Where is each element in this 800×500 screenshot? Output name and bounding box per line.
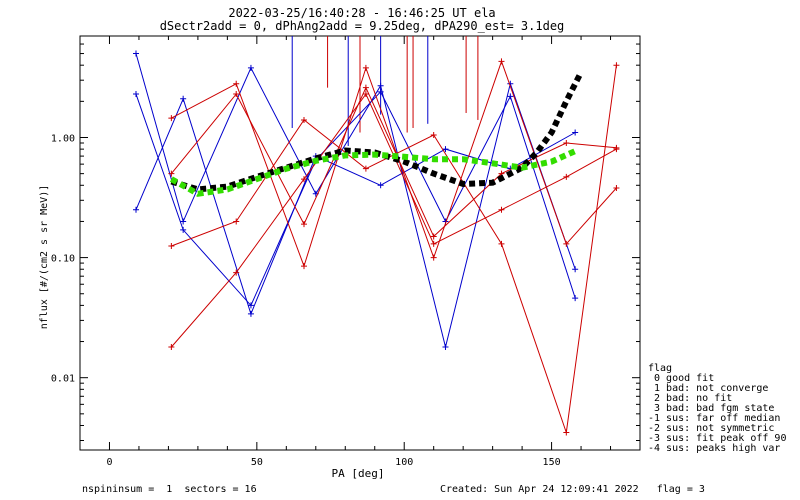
data-point bbox=[442, 344, 449, 351]
data-point bbox=[133, 50, 139, 57]
data-point bbox=[168, 344, 175, 351]
series-line bbox=[171, 86, 617, 238]
data-point bbox=[180, 226, 187, 233]
data-point bbox=[613, 184, 620, 191]
data-point bbox=[563, 429, 570, 436]
data-point bbox=[233, 80, 240, 87]
data-point bbox=[498, 240, 505, 247]
series-line bbox=[171, 65, 617, 433]
data-point bbox=[168, 115, 175, 122]
legend-entry: -4 sus: peaks high var bbox=[648, 443, 781, 454]
data-point bbox=[430, 233, 437, 240]
chart-title: 2022-03-25/16:40:28 - 16:46:25 UT ela bbox=[228, 6, 495, 20]
data-point bbox=[133, 91, 139, 98]
data-point bbox=[563, 139, 570, 146]
data-point bbox=[362, 64, 369, 71]
legend-entry: 0 good fit bbox=[648, 373, 715, 384]
x-tick-label: 100 bbox=[395, 457, 413, 468]
data-point bbox=[563, 173, 570, 180]
data-point bbox=[498, 206, 505, 213]
y-tick-label: 1.00 bbox=[51, 133, 75, 144]
data-point bbox=[133, 206, 139, 213]
data-layer bbox=[133, 36, 620, 436]
data-point bbox=[377, 182, 384, 189]
series-line bbox=[135, 90, 576, 307]
data-point bbox=[233, 269, 240, 276]
series-line bbox=[135, 53, 576, 348]
fit-curve bbox=[169, 148, 577, 197]
x-tick-label: 50 bbox=[251, 457, 263, 468]
data-point bbox=[430, 240, 437, 247]
data-point bbox=[362, 165, 369, 172]
x-tick-label: 150 bbox=[543, 457, 561, 468]
data-point bbox=[362, 84, 369, 91]
data-point bbox=[377, 82, 384, 89]
data-point bbox=[180, 95, 187, 102]
data-point bbox=[430, 131, 437, 138]
data-point bbox=[168, 170, 175, 177]
data-point bbox=[362, 91, 369, 98]
data-point bbox=[613, 144, 620, 151]
data-point bbox=[180, 218, 187, 225]
data-point bbox=[233, 91, 240, 98]
data-point bbox=[572, 129, 579, 136]
data-point bbox=[247, 302, 254, 309]
data-point bbox=[301, 176, 307, 183]
chart-subtitle: dSectr2add = 0, dPhAng2add = 9.25deg, dP… bbox=[160, 19, 565, 33]
y-tick-label: 0.01 bbox=[51, 374, 75, 385]
data-point bbox=[168, 242, 175, 249]
legend-entry: -3 sus: fit peak off 90 bbox=[648, 433, 787, 444]
series-line bbox=[171, 93, 617, 348]
y-tick-label: 0.10 bbox=[51, 254, 75, 265]
data-point bbox=[613, 62, 620, 69]
data-point bbox=[301, 263, 307, 270]
series-line bbox=[171, 59, 617, 268]
data-point bbox=[572, 295, 579, 302]
plot-area: 0 50 100 150 0.01 0.10 1.00 bbox=[51, 35, 641, 468]
data-point bbox=[563, 240, 570, 247]
data-point bbox=[301, 116, 307, 123]
legend-entry: 3 bad: bad fgm state bbox=[648, 403, 775, 414]
data-point bbox=[572, 266, 579, 273]
data-point bbox=[377, 88, 384, 95]
x-tick-label: 0 bbox=[106, 457, 112, 468]
data-point bbox=[430, 254, 437, 261]
footer-left: nspininsum = 1 sectors = 16 bbox=[82, 484, 257, 495]
data-point bbox=[247, 64, 254, 71]
data-point bbox=[301, 221, 307, 228]
legend-entry: -1 sus: far off median bbox=[648, 413, 781, 424]
data-point bbox=[442, 146, 449, 153]
footer-right: Created: Sun Apr 24 12:09:41 2022 flag =… bbox=[440, 484, 705, 495]
data-point bbox=[233, 218, 240, 225]
legend-entry: -2 sus: not symmetric bbox=[648, 423, 775, 434]
x-axis-label: PA [deg] bbox=[332, 467, 385, 480]
y-axis-label: nflux [#/(cm2 s sr MeV)] bbox=[39, 185, 50, 330]
series-line bbox=[135, 97, 576, 316]
data-point bbox=[507, 93, 514, 100]
fit-curve bbox=[170, 70, 584, 193]
legend-entry: flag bbox=[648, 363, 673, 374]
data-point bbox=[247, 310, 254, 317]
legend-entry: 1 bad: not converge bbox=[648, 383, 769, 394]
legend-entry: 2 bad: no fit bbox=[648, 393, 733, 404]
data-point bbox=[498, 58, 505, 65]
